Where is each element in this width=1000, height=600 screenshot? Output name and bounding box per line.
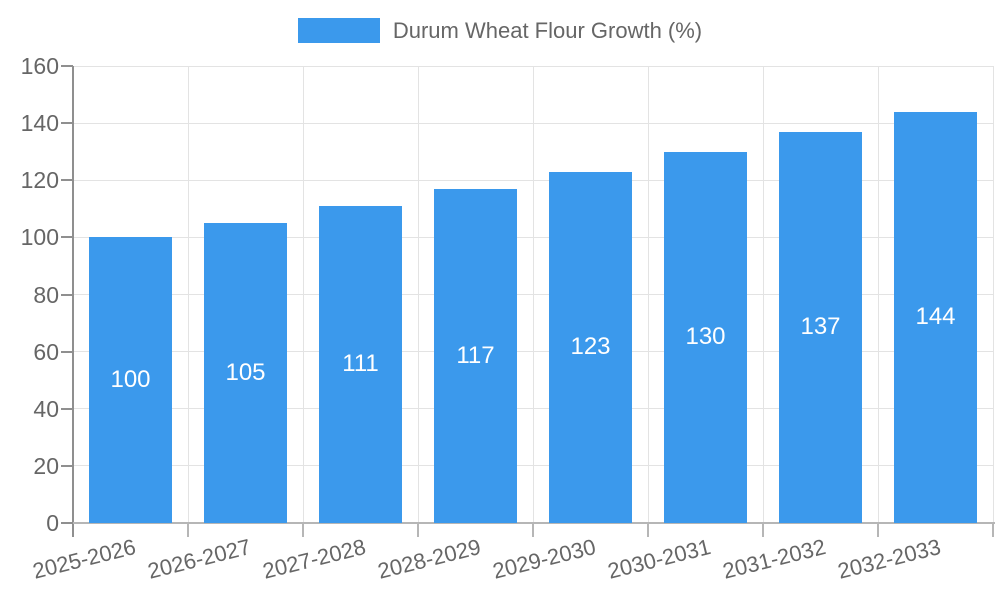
y-tick-label: 20: [33, 452, 59, 479]
x-axis-tick: [187, 523, 189, 537]
gridline-vertical: [302, 66, 304, 523]
gridline-vertical: [417, 66, 419, 523]
y-tick-label: 160: [20, 53, 59, 79]
x-tick-label: 2032-2033: [835, 534, 944, 584]
y-axis-tick: [61, 293, 73, 296]
y-tick-label: 100: [20, 224, 59, 251]
x-tick-label: 2029-2030: [490, 534, 599, 584]
y-axis-tick: [61, 407, 73, 410]
bar[interactable]: [319, 205, 402, 523]
bar[interactable]: [89, 237, 172, 523]
y-axis-tick: [61, 179, 73, 182]
bar[interactable]: [549, 171, 632, 523]
bar-value-label: 137: [800, 313, 841, 341]
x-tick-label: 2026-2027: [145, 534, 254, 584]
x-tick-label: 2030-2031: [605, 534, 714, 584]
bar-value-label: 117: [456, 341, 495, 369]
y-axis-tick: [61, 236, 73, 239]
bar[interactable]: [664, 151, 747, 523]
bar[interactable]: [434, 188, 517, 523]
y-tick-label: 140: [20, 110, 59, 137]
y-axis-tick: [61, 122, 73, 125]
bar[interactable]: [894, 111, 977, 523]
x-tick-label: 2028-2029: [375, 534, 484, 584]
legend-item[interactable]: Durum Wheat Flour Growth (%): [0, 17, 1000, 44]
x-axis-line: [73, 522, 995, 524]
x-axis-tick: [647, 523, 649, 537]
bar[interactable]: [779, 131, 862, 523]
y-axis-tick: [61, 464, 73, 467]
y-tick-label: 0: [46, 510, 59, 536]
gridline-vertical: [532, 66, 534, 523]
bar-value-label: 130: [685, 323, 726, 351]
y-axis-tick: [61, 65, 73, 67]
x-axis-tick: [417, 523, 419, 537]
x-axis-tick: [762, 523, 764, 537]
gridline-vertical: [187, 66, 189, 523]
x-axis-tick: [302, 523, 304, 537]
bar-value-label: 105: [225, 359, 266, 387]
legend-label: Durum Wheat Flour Growth (%): [392, 17, 703, 43]
gridline-vertical: [647, 66, 649, 523]
y-tick-label: 80: [33, 281, 59, 308]
y-tick-label: 120: [20, 167, 59, 194]
y-tick-label: 40: [33, 395, 59, 422]
bar-value-label: 123: [570, 333, 611, 361]
x-axis-tick: [992, 523, 994, 537]
gridline-vertical: [877, 66, 879, 523]
bar[interactable]: [204, 223, 287, 523]
x-tick-label: 2031-2032: [720, 534, 829, 584]
x-axis-tick: [72, 523, 74, 537]
y-axis-tick: [61, 350, 73, 353]
x-tick-label: 2025-2026: [30, 534, 139, 584]
y-axis-tick: [61, 522, 73, 524]
bar-value-label: 100: [110, 366, 151, 394]
y-tick-label: 60: [33, 338, 59, 365]
bar-value-label: 144: [915, 303, 956, 331]
legend-swatch: [297, 18, 380, 43]
x-axis-tick: [532, 523, 534, 537]
x-axis-tick: [877, 523, 879, 537]
y-axis-line: [72, 66, 74, 523]
gridline-vertical: [762, 66, 764, 523]
x-tick-label: 2027-2028: [260, 534, 369, 584]
bar-value-label: 111: [342, 350, 379, 378]
gridline-vertical: [992, 66, 994, 523]
